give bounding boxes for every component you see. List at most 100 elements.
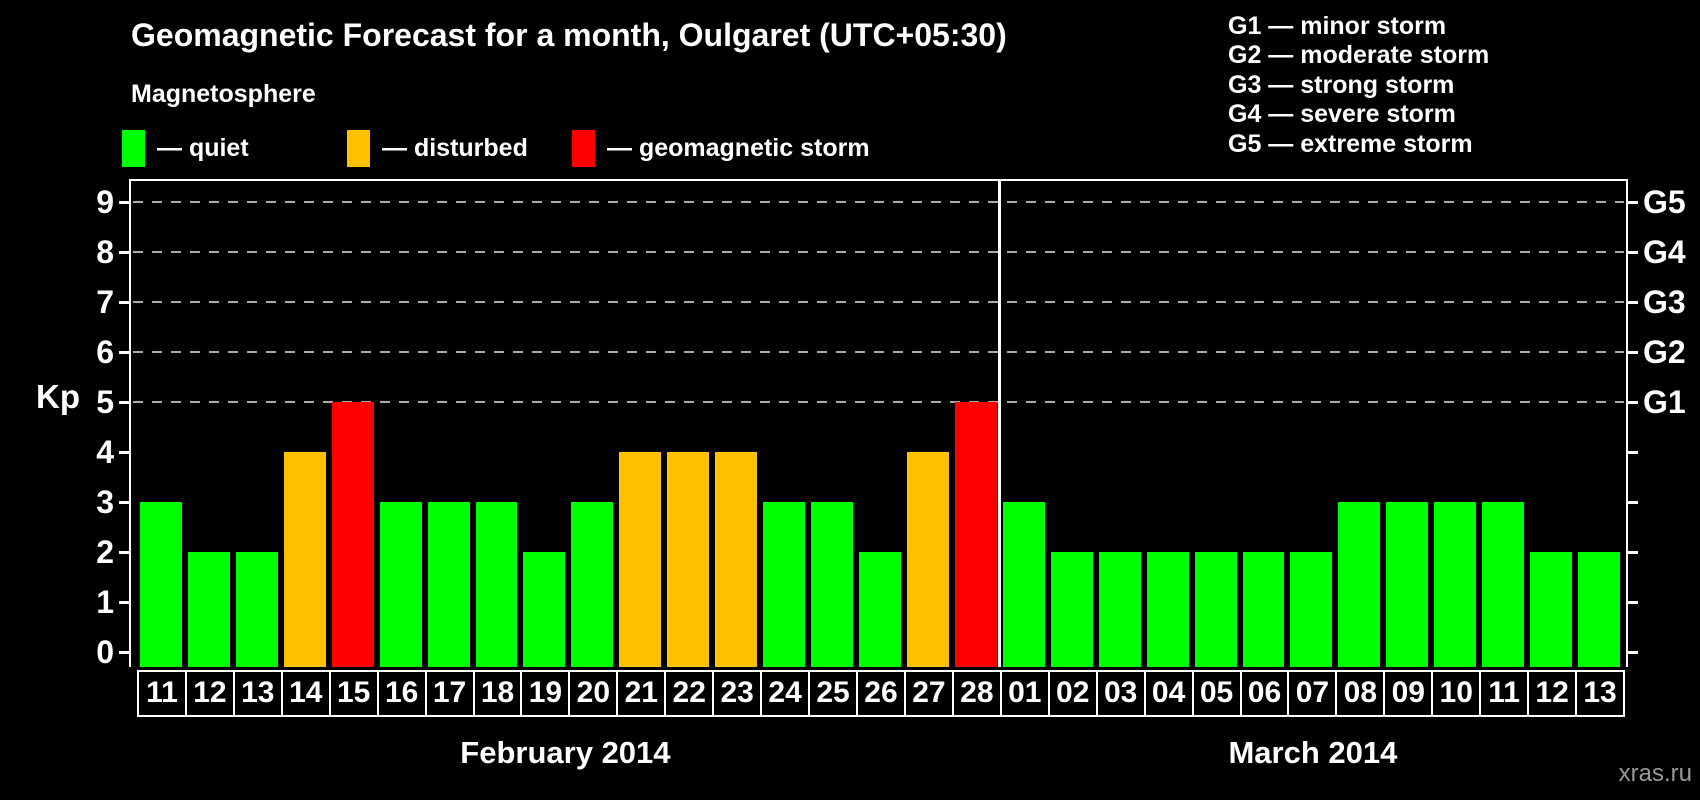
right-axis-tick xyxy=(1626,650,1638,654)
y-axis-tick xyxy=(119,650,131,654)
kp-bar xyxy=(1002,502,1045,667)
month-label: March 2014 xyxy=(1228,735,1398,770)
kp-bar xyxy=(1482,502,1525,667)
kp-bar xyxy=(667,452,710,667)
kp-bar xyxy=(1386,502,1429,667)
g-scale-legend-line: G3 — strong storm xyxy=(1228,70,1455,99)
day-box: 15 xyxy=(328,670,377,717)
day-box: 18 xyxy=(472,670,521,717)
day-box: 12 xyxy=(184,670,233,717)
gridline-kp8 xyxy=(133,251,1624,253)
g-scale-legend-line: G5 — extreme storm xyxy=(1228,129,1473,158)
day-box: 10 xyxy=(1431,670,1480,717)
y-axis-tick xyxy=(119,450,131,454)
day-box: 27 xyxy=(903,670,952,717)
day-box: 02 xyxy=(1047,670,1096,717)
kp-bar xyxy=(523,552,566,667)
g-scale-legend-line: G4 — severe storm xyxy=(1228,100,1456,129)
legend-label: — disturbed xyxy=(382,134,528,162)
day-box: 03 xyxy=(1095,670,1144,717)
kp-bar xyxy=(1146,552,1189,667)
kp-bar xyxy=(1434,502,1477,667)
kp-bar xyxy=(1338,502,1381,667)
y-axis-tick xyxy=(119,500,131,504)
day-box: 26 xyxy=(856,670,904,717)
y-axis-label: 3 xyxy=(96,484,114,520)
gridline-kp5 xyxy=(133,401,1624,403)
day-box: 13 xyxy=(1575,670,1625,717)
day-box: 28 xyxy=(951,670,1000,717)
day-box: 24 xyxy=(760,670,809,717)
y-axis-tick xyxy=(119,250,131,254)
g-axis-label: G3 xyxy=(1643,284,1686,320)
month-divider xyxy=(998,181,1002,667)
day-box: 14 xyxy=(280,670,329,717)
right-axis-tick xyxy=(1626,450,1638,454)
gridline-kp6 xyxy=(133,351,1624,353)
y-axis-tick xyxy=(119,350,131,354)
legend-item-storm: — geomagnetic storm xyxy=(572,129,870,168)
kp-bar xyxy=(763,502,806,667)
kp-bar xyxy=(811,502,854,667)
y-axis-label: 8 xyxy=(96,234,114,270)
legend-label: — quiet xyxy=(157,134,249,162)
kp-bar xyxy=(379,502,422,667)
y-axis-label: 6 xyxy=(96,334,114,370)
day-box: 09 xyxy=(1383,670,1432,717)
y-axis-tick xyxy=(119,400,131,404)
disturbed-swatch-icon xyxy=(347,130,370,167)
day-box: 07 xyxy=(1287,670,1336,717)
legend-item-quiet: — quiet xyxy=(122,129,249,168)
g-axis-label: G4 xyxy=(1643,234,1686,270)
right-axis-tick xyxy=(1626,250,1638,254)
right-axis-tick xyxy=(1626,600,1638,604)
day-box: 13 xyxy=(232,670,281,717)
kp-bar xyxy=(571,502,614,667)
day-box: 21 xyxy=(616,670,665,717)
right-axis-tick xyxy=(1626,550,1638,554)
y-axis-label: 9 xyxy=(96,184,114,220)
y-axis-tick xyxy=(119,550,131,554)
day-box: 22 xyxy=(664,670,713,717)
storm-swatch-icon xyxy=(572,130,595,167)
y-axis-label: 2 xyxy=(96,534,114,570)
y-axis-label: 7 xyxy=(96,284,114,320)
kp-bar xyxy=(954,402,997,667)
y-axis-tick xyxy=(119,200,131,204)
watermark: xras.ru xyxy=(1618,760,1692,787)
kp-bar xyxy=(187,552,230,667)
legend-item-disturbed: — disturbed xyxy=(347,129,528,168)
kp-bar xyxy=(1578,552,1620,667)
magnetosphere-heading: Magnetosphere xyxy=(131,80,316,108)
day-box: 04 xyxy=(1143,670,1192,717)
day-box: 25 xyxy=(808,670,857,717)
kp-bar xyxy=(859,552,901,667)
y-axis-label: 1 xyxy=(96,584,114,620)
kp-bar xyxy=(1242,552,1285,667)
day-box: 17 xyxy=(424,670,473,717)
kp-bar xyxy=(140,502,182,667)
day-box: 01 xyxy=(999,670,1048,717)
right-axis-tick xyxy=(1626,350,1638,354)
day-box: 23 xyxy=(712,670,761,717)
month-label: February 2014 xyxy=(460,735,671,770)
y-axis-label: 5 xyxy=(96,384,114,420)
day-box: 12 xyxy=(1527,670,1576,717)
y-axis-title: Kp xyxy=(36,378,80,415)
g-scale-legend-line: G1 — minor storm xyxy=(1228,12,1447,40)
kp-bar xyxy=(1530,552,1573,667)
kp-bar xyxy=(283,452,326,667)
kp-bar xyxy=(331,402,374,667)
kp-bar xyxy=(906,452,949,667)
y-axis-tick xyxy=(119,600,131,604)
quiet-swatch-icon xyxy=(122,130,145,167)
y-axis-tick xyxy=(119,300,131,304)
day-box: 20 xyxy=(568,670,617,717)
gridline-kp7 xyxy=(133,301,1624,303)
right-axis-tick xyxy=(1626,200,1638,204)
day-box: 05 xyxy=(1191,670,1240,717)
day-box: 19 xyxy=(520,670,569,717)
kp-bar xyxy=(427,502,470,667)
kp-bar xyxy=(1098,552,1141,667)
